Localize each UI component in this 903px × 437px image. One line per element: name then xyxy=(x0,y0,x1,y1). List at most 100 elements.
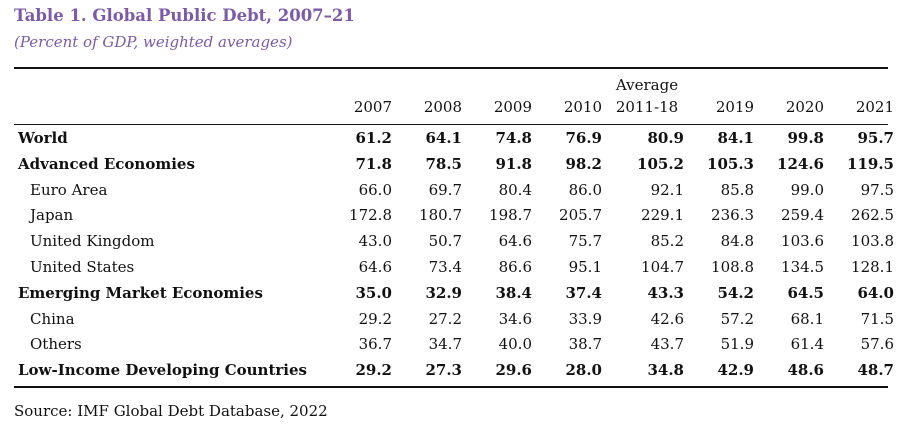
value-cell: 86.6 xyxy=(498,257,532,276)
value-cell: 57.6 xyxy=(860,335,894,354)
value-cell: 43.0 xyxy=(358,232,392,251)
value-cell: 259.4 xyxy=(781,206,824,225)
value-cell: 50.7 xyxy=(428,232,462,251)
column-header: 2020 xyxy=(785,98,824,116)
table-row: Japan 172.8 180.7 198.7 205.7 229.1 236.3 259.4… xyxy=(14,203,898,229)
row-label: Emerging Market Economies xyxy=(18,283,263,302)
value-cell: 61.4 xyxy=(790,335,824,354)
value-cell: 71.8 xyxy=(355,154,392,173)
value-cell: 64.1 xyxy=(425,129,462,147)
value-cell: 84.1 xyxy=(717,129,754,147)
value-cell: 92.1 xyxy=(650,180,684,199)
table-row: United States 64.6 73.4 86.6 95.1 104.7 108.8 1… xyxy=(14,255,898,281)
value-cell: 34.7 xyxy=(428,335,462,354)
header-row: 2007 2008 2009 2010 Average 2011-18 2019… xyxy=(14,70,898,118)
value-cell: 54.2 xyxy=(717,283,754,302)
table-row: Others 36.7 34.7 40.0 38.7 43.7 51.9 61.4 57.6 xyxy=(14,332,898,358)
row-label: Advanced Economies xyxy=(18,154,195,173)
value-cell: 36.7 xyxy=(358,335,392,354)
row-label: China xyxy=(30,309,75,328)
value-cell: 180.7 xyxy=(419,206,462,225)
value-cell: 34.8 xyxy=(647,361,684,380)
value-cell: 86.0 xyxy=(568,180,602,199)
source-note: Source: IMF Global Debt Database, 2022 xyxy=(14,402,328,420)
value-cell: 43.3 xyxy=(647,283,684,302)
value-cell: 134.5 xyxy=(781,257,824,276)
value-cell: 198.7 xyxy=(489,206,532,225)
column-header: 2010 xyxy=(563,98,602,116)
value-cell: 80.4 xyxy=(498,180,532,199)
table-row: World 61.2 64.1 74.8 76.9 80.9 84.1 99.8 95.7 xyxy=(14,118,898,152)
value-cell: 57.2 xyxy=(720,309,754,328)
value-cell: 105.2 xyxy=(637,154,684,173)
value-cell: 103.6 xyxy=(781,232,824,251)
value-cell: 95.7 xyxy=(857,129,894,147)
column-header: 2019 xyxy=(715,98,754,116)
value-cell: 35.0 xyxy=(355,283,392,302)
value-cell: 64.6 xyxy=(498,232,532,251)
value-cell: 27.3 xyxy=(425,361,462,380)
value-cell: 48.7 xyxy=(857,361,894,380)
value-cell: 51.9 xyxy=(720,335,754,354)
value-cell: 75.7 xyxy=(568,232,602,251)
value-cell: 43.7 xyxy=(650,335,684,354)
row-label: World xyxy=(18,129,68,147)
value-cell: 73.4 xyxy=(428,257,462,276)
row-label: Euro Area xyxy=(30,180,108,199)
header-rule xyxy=(14,124,888,125)
column-header: 2021 xyxy=(855,98,894,116)
value-cell: 99.0 xyxy=(790,180,824,199)
table-row: Euro Area 66.0 69.7 80.4 86.0 92.1 85.8 99.0 97.… xyxy=(14,178,898,204)
value-cell: 128.1 xyxy=(851,257,894,276)
value-cell: 38.7 xyxy=(568,335,602,354)
value-cell: 29.6 xyxy=(495,361,532,380)
table-row: China 29.2 27.2 34.6 33.9 42.6 57.2 68.1 71.5 xyxy=(14,307,898,333)
value-cell: 103.8 xyxy=(851,232,894,251)
value-cell: 229.1 xyxy=(641,206,684,225)
value-cell: 262.5 xyxy=(851,206,894,225)
value-cell: 64.0 xyxy=(857,283,894,302)
value-cell: 28.0 xyxy=(565,361,602,380)
value-cell: 42.9 xyxy=(717,361,754,380)
bottom-rule xyxy=(14,386,888,388)
table-body: World 61.2 64.1 74.8 76.9 80.9 84.1 99.8 95.7 Adv… xyxy=(14,118,898,384)
column-header: 2009 xyxy=(493,98,532,116)
value-cell: 84.8 xyxy=(720,232,754,251)
value-cell: 76.9 xyxy=(565,129,602,147)
column-header: 2007 xyxy=(353,98,392,116)
column-header-average: Average 2011-18 xyxy=(606,70,688,118)
value-cell: 172.8 xyxy=(349,206,392,225)
value-cell: 80.9 xyxy=(647,129,684,147)
row-label: Japan xyxy=(30,206,74,225)
value-cell: 64.6 xyxy=(358,257,392,276)
value-cell: 105.3 xyxy=(707,154,754,173)
value-cell: 29.2 xyxy=(358,309,392,328)
value-cell: 61.2 xyxy=(355,129,392,147)
top-rule xyxy=(14,67,888,69)
row-label: United States xyxy=(30,257,135,276)
value-cell: 104.7 xyxy=(641,257,684,276)
average-header-line2: 2011-18 xyxy=(615,98,679,116)
value-cell: 29.2 xyxy=(355,361,392,380)
value-cell: 34.6 xyxy=(498,309,532,328)
header-label-cell xyxy=(14,70,326,118)
value-cell: 71.5 xyxy=(860,309,894,328)
table-subtitle: (Percent of GDP, weighted averages) xyxy=(14,33,293,51)
value-cell: 108.8 xyxy=(711,257,754,276)
average-header-line1: Average xyxy=(615,76,679,94)
value-cell: 78.5 xyxy=(425,154,462,173)
value-cell: 124.6 xyxy=(777,154,824,173)
value-cell: 236.3 xyxy=(711,206,754,225)
table-title: Table 1. Global Public Debt, 2007–21 xyxy=(14,6,355,25)
value-cell: 64.5 xyxy=(787,283,824,302)
value-cell: 95.1 xyxy=(568,257,602,276)
value-cell: 85.8 xyxy=(720,180,754,199)
row-label: United Kingdom xyxy=(30,232,155,251)
table-row: United Kingdom 43.0 50.7 64.6 75.7 85.2 84.8 10… xyxy=(14,229,898,255)
row-label: Others xyxy=(30,335,82,354)
value-cell: 205.7 xyxy=(559,206,602,225)
value-cell: 85.2 xyxy=(650,232,684,251)
column-header: 2008 xyxy=(423,98,462,116)
value-cell: 32.9 xyxy=(425,283,462,302)
value-cell: 74.8 xyxy=(495,129,532,147)
